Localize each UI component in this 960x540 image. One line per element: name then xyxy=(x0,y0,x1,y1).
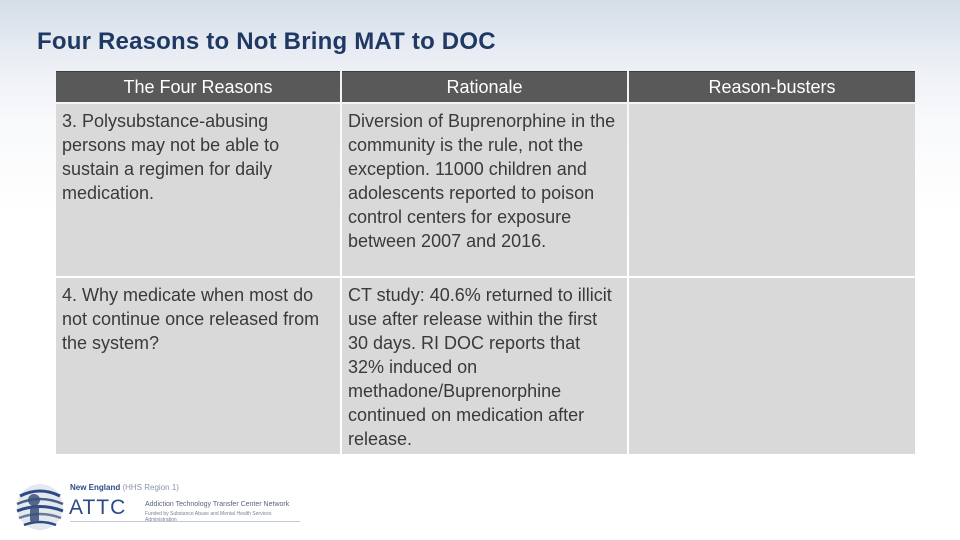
rationale-cell: CT study: 40.6% returned to illicit use … xyxy=(342,278,627,454)
funded-by: Funded by Substance Abuse and Mental Hea… xyxy=(145,511,272,523)
reason-cell: 4. Why medicate when most do not continu… xyxy=(56,278,340,454)
header-four-reasons: The Four Reasons xyxy=(56,71,340,102)
network-name: Addiction Technology Transfer Center Net… xyxy=(145,501,290,508)
header-reason-busters: Reason-busters xyxy=(629,71,915,102)
reason-cell: 3. Polysubstance-abusing persons may not… xyxy=(56,104,340,276)
table-row: 3. Polysubstance-abusing persons may not… xyxy=(56,104,915,276)
reasons-table: The Four Reasons Rationale Reason-buster… xyxy=(54,69,917,456)
slide-title: Four Reasons to Not Bring MAT to DOC xyxy=(37,28,496,55)
reason-buster-cell xyxy=(629,104,915,276)
region-label: New England (HHS Region 1) xyxy=(70,483,179,492)
globe-icon xyxy=(16,484,64,530)
rationale-cell: Diversion of Buprenorphine in the commun… xyxy=(342,104,627,276)
region-sub: (HHS Region 1) xyxy=(122,483,179,492)
table-row: 4. Why medicate when most do not continu… xyxy=(56,278,915,454)
attc-acronym: ATTC xyxy=(69,496,127,519)
header-rationale: Rationale xyxy=(342,71,627,102)
logo-divider xyxy=(70,521,300,522)
region-name: New England xyxy=(70,483,121,492)
table-header-row: The Four Reasons Rationale Reason-buster… xyxy=(56,71,915,102)
attc-logo: New England (HHS Region 1) ATTC Addictio… xyxy=(14,478,304,534)
reason-buster-cell xyxy=(629,278,915,454)
